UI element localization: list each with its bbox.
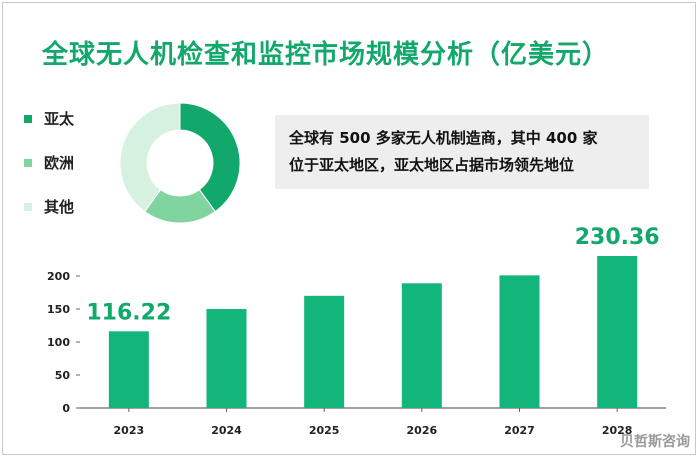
chart-title: 全球无人机检查和监控市场规模分析（亿美元）: [42, 40, 610, 70]
legend-item-apac: 亚太: [24, 108, 74, 129]
donut-slice-1: [179, 102, 241, 213]
data-label-2023: 116.22: [86, 300, 171, 325]
y-tick-label: 0: [62, 402, 70, 415]
legend-item-other: 其他: [24, 196, 74, 217]
callout-line-2: 位于亚太地区，亚太地区占据市场领先地位: [289, 156, 575, 174]
legend-swatch-other: [24, 202, 32, 211]
watermark: 贝哲斯咨询: [620, 434, 690, 450]
data-label-2028: 230.36: [575, 225, 660, 250]
legend-label-europe: 欧洲: [44, 154, 75, 172]
y-tick-label: 50: [55, 369, 71, 382]
legend-item-europe: 欧洲: [24, 152, 74, 173]
bar-2025: [304, 295, 345, 408]
y-tick-label: 150: [47, 303, 70, 316]
x-tick-label-2024: 2024: [211, 424, 242, 437]
x-tick-label-2026: 2026: [407, 424, 438, 437]
legend-swatch-apac: [24, 114, 32, 123]
y-tick-label: 100: [47, 336, 70, 349]
x-tick-label-2028: 2028: [602, 424, 633, 437]
legend-label-apac: 亚太: [44, 110, 75, 128]
chart-frame: [2, 2, 696, 455]
bar-2024: [206, 309, 247, 408]
bar-2027: [499, 275, 540, 408]
y-tick-label: 200: [47, 270, 70, 283]
legend-label-other: 其他: [44, 198, 75, 216]
x-tick-label-2027: 2027: [504, 424, 535, 437]
bar-2026: [401, 283, 442, 408]
x-tick-label-2023: 2023: [114, 424, 145, 437]
callout-box: 全球有 500 多家无人机制造商，其中 400 家 位于亚太地区，亚太地区占据市…: [275, 115, 649, 189]
x-tick-label-2025: 2025: [309, 424, 340, 437]
bar-2023: [108, 331, 149, 408]
legend-swatch-europe: [24, 158, 32, 167]
donut-slice-3: [119, 102, 181, 213]
bar-2028: [597, 256, 638, 408]
callout-line-1: 全球有 500 多家无人机制造商，其中 400 家: [289, 129, 598, 147]
